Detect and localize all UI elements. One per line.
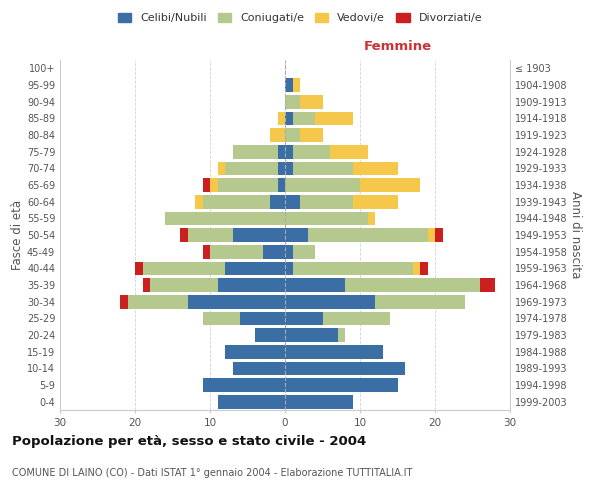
- Bar: [285, 128, 300, 142]
- Bar: [285, 278, 345, 292]
- Bar: [420, 262, 427, 275]
- Bar: [435, 228, 443, 242]
- Bar: [353, 162, 398, 175]
- Bar: [330, 145, 367, 158]
- Bar: [203, 195, 270, 208]
- Bar: [285, 162, 293, 175]
- Bar: [277, 112, 285, 125]
- Bar: [263, 245, 285, 258]
- Bar: [300, 95, 323, 108]
- Bar: [285, 245, 293, 258]
- Bar: [240, 312, 285, 325]
- Bar: [195, 195, 203, 208]
- Bar: [277, 162, 285, 175]
- Y-axis label: Anni di nascita: Anni di nascita: [569, 192, 581, 278]
- Bar: [233, 228, 285, 242]
- Bar: [285, 328, 337, 342]
- Bar: [300, 195, 353, 208]
- Bar: [277, 178, 285, 192]
- Bar: [323, 312, 390, 325]
- Bar: [225, 345, 285, 358]
- Bar: [293, 245, 315, 258]
- Bar: [203, 312, 240, 325]
- Bar: [285, 345, 383, 358]
- Bar: [120, 295, 128, 308]
- Bar: [218, 395, 285, 408]
- Bar: [277, 145, 285, 158]
- Bar: [375, 295, 465, 308]
- Bar: [360, 178, 420, 192]
- Bar: [285, 212, 367, 225]
- Bar: [285, 112, 293, 125]
- Bar: [293, 145, 330, 158]
- Bar: [128, 295, 187, 308]
- Bar: [150, 278, 218, 292]
- Bar: [285, 145, 293, 158]
- Bar: [285, 262, 293, 275]
- Bar: [143, 278, 150, 292]
- Bar: [218, 162, 225, 175]
- Bar: [225, 162, 277, 175]
- Bar: [285, 378, 398, 392]
- Bar: [480, 278, 495, 292]
- Text: Femmine: Femmine: [364, 40, 431, 53]
- Bar: [285, 178, 360, 192]
- Bar: [293, 162, 353, 175]
- Bar: [218, 278, 285, 292]
- Bar: [413, 262, 420, 275]
- Bar: [165, 212, 285, 225]
- Bar: [285, 312, 323, 325]
- Bar: [285, 78, 293, 92]
- Bar: [427, 228, 435, 242]
- Bar: [187, 228, 233, 242]
- Bar: [285, 295, 375, 308]
- Bar: [315, 112, 353, 125]
- Bar: [337, 328, 345, 342]
- Text: COMUNE DI LAINO (CO) - Dati ISTAT 1° gennaio 2004 - Elaborazione TUTTITALIA.IT: COMUNE DI LAINO (CO) - Dati ISTAT 1° gen…: [12, 468, 412, 477]
- Bar: [270, 195, 285, 208]
- Bar: [270, 128, 285, 142]
- Bar: [218, 178, 277, 192]
- Bar: [203, 178, 210, 192]
- Bar: [233, 362, 285, 375]
- Bar: [143, 262, 225, 275]
- Bar: [233, 145, 277, 158]
- Bar: [345, 278, 480, 292]
- Bar: [353, 195, 398, 208]
- Bar: [308, 228, 427, 242]
- Bar: [180, 228, 187, 242]
- Bar: [135, 262, 143, 275]
- Bar: [187, 295, 285, 308]
- Bar: [210, 178, 218, 192]
- Text: Popolazione per età, sesso e stato civile - 2004: Popolazione per età, sesso e stato civil…: [12, 435, 366, 448]
- Bar: [367, 212, 375, 225]
- Legend: Celibi/Nubili, Coniugati/e, Vedovi/e, Divorziati/e: Celibi/Nubili, Coniugati/e, Vedovi/e, Di…: [113, 8, 487, 28]
- Y-axis label: Fasce di età: Fasce di età: [11, 200, 24, 270]
- Bar: [203, 378, 285, 392]
- Bar: [285, 395, 353, 408]
- Bar: [285, 95, 300, 108]
- Bar: [293, 112, 315, 125]
- Bar: [210, 245, 263, 258]
- Bar: [285, 195, 300, 208]
- Bar: [225, 262, 285, 275]
- Bar: [285, 362, 405, 375]
- Bar: [300, 128, 323, 142]
- Bar: [203, 245, 210, 258]
- Bar: [255, 328, 285, 342]
- Bar: [293, 262, 413, 275]
- Bar: [285, 228, 308, 242]
- Bar: [293, 78, 300, 92]
